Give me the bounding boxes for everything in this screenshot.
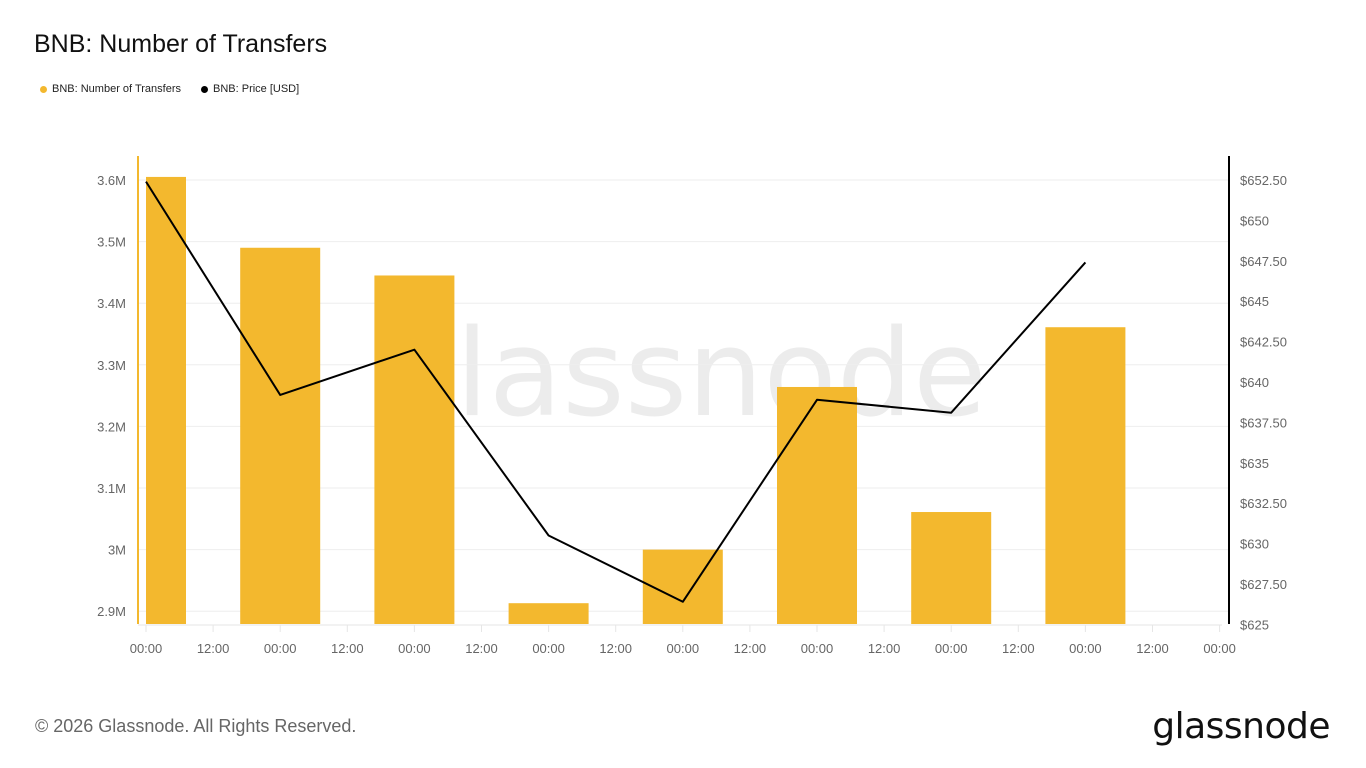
legend-dot-icon xyxy=(201,85,208,93)
right-axis-tick: $637.50 xyxy=(1240,415,1287,430)
right-axis-tick: $625 xyxy=(1240,617,1269,632)
right-axis-tick: $647.50 xyxy=(1240,254,1287,269)
left-axis-tick: 3.3M xyxy=(97,358,126,373)
x-axis-tick: 00:00 xyxy=(667,641,700,656)
x-axis-tick: 00:00 xyxy=(801,641,834,656)
right-axis-tick: $627.50 xyxy=(1240,577,1287,592)
bar[interactable] xyxy=(1045,327,1126,624)
bar[interactable] xyxy=(146,176,186,625)
x-axis-tick: 12:00 xyxy=(599,641,632,656)
legend-item-transfers[interactable]: BNB: Number of Transfers xyxy=(40,83,181,95)
right-axis-tick: $645 xyxy=(1240,294,1269,309)
bar[interactable] xyxy=(508,603,589,624)
x-axis-tick: 00:00 xyxy=(264,641,297,656)
price-line[interactable] xyxy=(145,181,1087,603)
left-axis-tick: 3.2M xyxy=(97,419,126,434)
right-axis-tick: $650 xyxy=(1240,213,1269,228)
x-axis-tick: 12:00 xyxy=(868,641,901,656)
x-axis-tick: 12:00 xyxy=(331,641,364,656)
x-axis-tick: 12:00 xyxy=(1002,641,1035,656)
x-axis-tick: 00:00 xyxy=(532,641,565,656)
legend-dot-icon xyxy=(40,85,47,93)
legend-item-price[interactable]: BNB: Price [USD] xyxy=(201,83,299,95)
left-axis-tick: 3.4M xyxy=(97,296,126,311)
right-axis-tick: $630 xyxy=(1240,537,1269,552)
copyright: © 2026 Glassnode. All Rights Reserved. xyxy=(35,716,357,736)
x-axis-tick: 00:00 xyxy=(1069,641,1102,656)
legend-label: BNB: Number of Transfers xyxy=(52,83,181,95)
right-axis-tick: $632.50 xyxy=(1240,496,1287,511)
watermark: glassnode xyxy=(379,305,987,444)
x-axis-tick: 12:00 xyxy=(1136,641,1169,656)
chart-title: BNB: Number of Transfers xyxy=(34,30,328,58)
legend-label: BNB: Price [USD] xyxy=(213,83,300,95)
glassnode-logo: glassnode xyxy=(1152,706,1330,747)
left-axis-tick: 3.6M xyxy=(97,173,126,188)
right-axis-tick: $652.50 xyxy=(1240,173,1287,188)
x-axis-tick: 00:00 xyxy=(398,641,431,656)
x-axis-tick: 12:00 xyxy=(197,641,230,656)
x-axis-tick: 00:00 xyxy=(1203,641,1236,656)
x-axis-tick: 00:00 xyxy=(130,641,163,656)
bar[interactable] xyxy=(911,512,992,624)
bar[interactable] xyxy=(374,275,455,624)
left-axis-tick: 3M xyxy=(108,543,126,558)
left-axis-tick: 3.1M xyxy=(97,481,126,496)
legend: BNB: Number of Transfers BNB: Price [USD… xyxy=(40,83,299,95)
x-axis-tick: 00:00 xyxy=(935,641,968,656)
bar[interactable] xyxy=(240,247,321,624)
right-axis-tick: $635 xyxy=(1240,456,1269,471)
bar[interactable] xyxy=(777,386,857,624)
right-axis-tick: $640 xyxy=(1240,375,1269,390)
left-axis-tick: 2.9M xyxy=(97,604,126,619)
left-axis-tick: 3.5M xyxy=(97,235,126,250)
x-axis-tick: 12:00 xyxy=(465,641,498,656)
right-axis-tick: $642.50 xyxy=(1240,335,1287,350)
x-axis-tick: 12:00 xyxy=(734,641,767,656)
